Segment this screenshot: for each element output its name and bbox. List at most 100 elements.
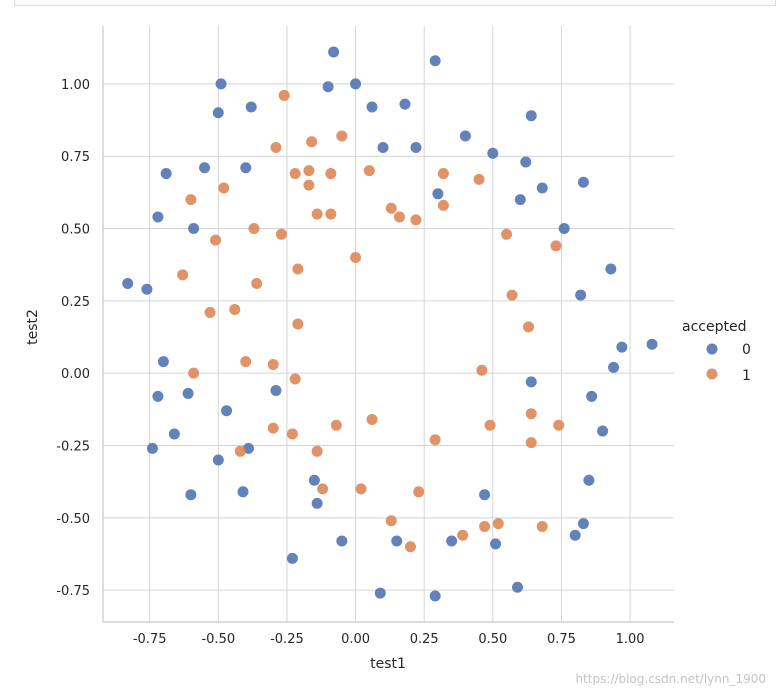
data-point-class-0 [487, 147, 499, 159]
data-point-class-1 [325, 208, 337, 220]
data-point-class-1 [437, 168, 449, 180]
data-point-class-0 [429, 590, 441, 602]
data-point-class-0 [575, 289, 587, 301]
data-point-class-1 [363, 165, 375, 177]
data-point-class-0 [141, 283, 153, 295]
data-point-class-1 [267, 422, 279, 434]
data-point-class-0 [185, 489, 197, 501]
y-tick-label: 0.25 [61, 295, 90, 310]
watermark: https://blog.csdn.net/lynn_1900 [575, 672, 766, 686]
data-point-class-0 [237, 486, 249, 498]
data-point-class-1 [479, 521, 491, 533]
data-point-class-1 [473, 173, 485, 185]
data-point-class-1 [185, 194, 197, 206]
data-point-class-0 [157, 356, 169, 368]
data-point-class-0 [512, 581, 524, 593]
data-point-class-1 [429, 434, 441, 446]
data-point-class-0 [446, 535, 458, 547]
y-axis-label: test2 [25, 309, 41, 345]
data-point-class-0 [520, 156, 532, 168]
data-point-class-0 [569, 529, 581, 541]
data-point-class-1 [289, 373, 301, 385]
data-point-class-1 [385, 202, 397, 214]
data-point-class-1 [336, 130, 348, 142]
x-tick-label: -0.50 [201, 632, 235, 647]
data-point-class-1 [311, 208, 323, 220]
x-tick-label: 0.25 [410, 632, 439, 647]
data-point-class-0 [646, 338, 658, 350]
data-point-class-0 [429, 55, 441, 67]
data-point-class-0 [221, 405, 233, 417]
data-point-class-0 [199, 162, 211, 174]
y-tick-label: 0.75 [61, 150, 90, 165]
x-tick-label: -0.75 [133, 632, 167, 647]
x-tick-labels: -0.75 -0.50 -0.25 0.00 0.25 0.50 0.75 1.00 [133, 632, 645, 647]
data-point-class-1 [325, 168, 337, 180]
y-tick-label: 0.50 [61, 223, 90, 238]
y-tick-label: 1.00 [61, 78, 90, 93]
x-tick-label: 0.75 [547, 632, 576, 647]
data-point-class-1 [525, 437, 537, 449]
y-tick-label: 0.00 [61, 367, 90, 382]
data-point-class-0 [459, 130, 471, 142]
data-point-class-0 [432, 188, 444, 200]
x-tick-label: 0.50 [478, 632, 507, 647]
data-point-class-1 [292, 318, 304, 330]
data-point-class-0 [328, 46, 340, 58]
data-point-class-0 [608, 361, 620, 373]
data-point-class-1 [218, 182, 230, 194]
data-point-class-1 [311, 445, 323, 457]
data-point-class-1 [550, 240, 562, 252]
x-tick-label: -0.25 [270, 632, 304, 647]
data-point-class-1 [525, 408, 537, 420]
data-point-class-0 [616, 341, 628, 353]
data-point-class-0 [146, 442, 158, 454]
data-point-class-1 [267, 359, 279, 371]
x-tick-label: 0.00 [341, 632, 370, 647]
data-point-class-0 [366, 101, 378, 113]
y-tick-label: -0.50 [56, 512, 90, 527]
data-point-class-1 [330, 419, 342, 431]
data-point-class-1 [240, 356, 252, 368]
legend-marker-1 [706, 368, 718, 380]
data-point-class-1 [413, 486, 425, 498]
y-tick-labels: -0.75 -0.50 -0.25 0.00 0.25 0.50 0.75 1.00 [56, 78, 90, 599]
data-point-class-1 [251, 277, 263, 289]
data-point-class-0 [391, 535, 403, 547]
data-point-class-0 [605, 263, 617, 275]
data-point-class-1 [385, 515, 397, 527]
data-point-class-0 [350, 78, 362, 90]
data-point-class-0 [577, 518, 589, 530]
data-point-class-1 [366, 413, 378, 425]
data-point-class-1 [204, 306, 216, 318]
data-point-class-0 [577, 176, 589, 188]
data-point-class-0 [240, 162, 252, 174]
data-point-class-1 [393, 211, 405, 223]
data-point-class-0 [399, 98, 411, 110]
data-point-class-0 [586, 390, 598, 402]
data-point-class-0 [160, 168, 172, 180]
data-point-class-0 [168, 428, 180, 440]
y-tick-label: -0.25 [56, 440, 90, 455]
data-point-class-1 [286, 428, 298, 440]
data-point-class-0 [377, 142, 389, 154]
legend: accepted 0 1 [682, 319, 751, 384]
data-point-class-0 [188, 223, 200, 235]
data-point-class-0 [215, 78, 227, 90]
data-points [122, 46, 658, 602]
data-point-class-0 [374, 587, 386, 599]
data-point-class-1 [501, 228, 513, 240]
data-point-class-1 [350, 251, 362, 263]
data-point-class-1 [303, 179, 315, 191]
data-point-class-0 [558, 223, 570, 235]
data-point-class-0 [410, 142, 422, 154]
data-point-class-1 [270, 142, 282, 154]
data-point-class-1 [484, 419, 496, 431]
data-point-class-0 [490, 538, 502, 550]
data-point-class-1 [229, 304, 241, 316]
data-point-class-0 [583, 474, 595, 486]
data-point-class-1 [278, 89, 290, 101]
data-point-class-1 [234, 445, 246, 457]
legend-title: accepted [682, 319, 746, 335]
